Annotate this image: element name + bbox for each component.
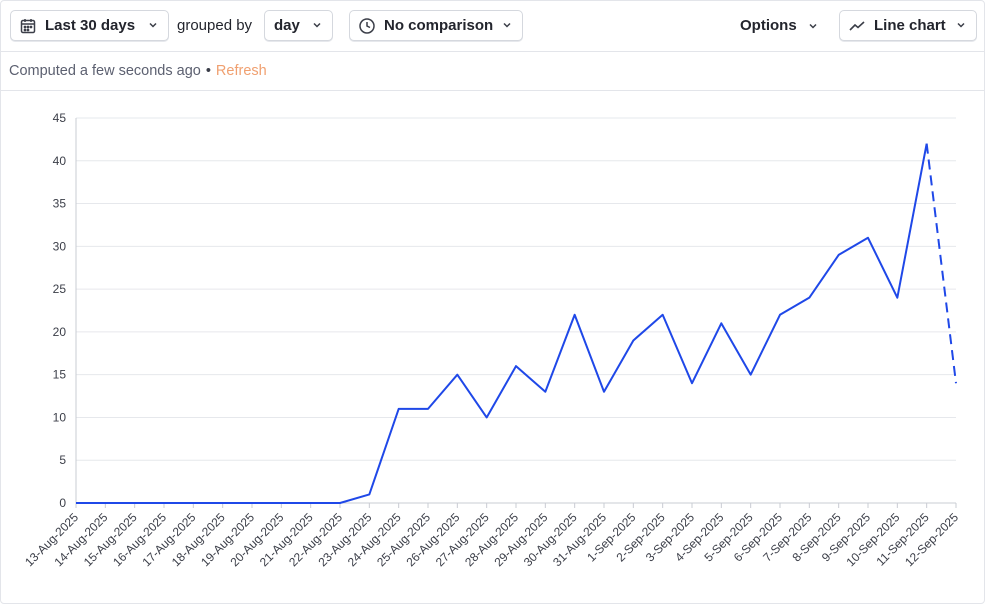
y-tick-label: 40 [53,154,67,168]
date-range-button[interactable]: Last 30 days [10,10,169,41]
chevron-down-icon [312,20,322,30]
y-tick-label: 30 [53,239,67,253]
computed-status: Computed a few seconds ago [9,63,201,79]
data-point[interactable] [451,369,463,381]
status-bar: Computed a few seconds ago • Refresh [1,52,984,91]
data-point[interactable] [803,292,815,304]
line-chart: 05101520253035404513-Aug-202514-Aug-2025… [22,111,962,569]
data-point[interactable] [715,317,727,329]
y-tick-label: 45 [53,111,67,125]
comparison-label: No comparison [384,17,494,34]
data-point[interactable] [539,386,551,398]
toolbar: Last 30 days grouped by day No compariso… [1,1,984,52]
chevron-down-icon [502,20,512,30]
separator: • [205,63,211,79]
data-point[interactable] [569,309,581,321]
y-tick-label: 20 [53,325,67,339]
series-line[interactable] [76,143,928,504]
data-point[interactable] [129,497,141,509]
data-point[interactable] [246,497,258,509]
calendar-icon [19,17,37,35]
data-point[interactable] [187,497,199,509]
line-chart-icon [848,17,866,35]
data-point[interactable] [481,411,493,423]
data-point[interactable] [217,497,229,509]
interval-select[interactable]: day [264,10,333,41]
chevron-down-icon [956,20,966,30]
options-button[interactable]: Options [740,10,822,41]
data-point[interactable] [334,497,346,509]
chart-type-button[interactable]: Line chart [839,10,977,41]
data-point[interactable] [99,497,111,509]
data-point[interactable] [598,386,610,398]
data-point[interactable] [627,334,639,346]
data-point[interactable] [745,369,757,381]
data-point[interactable] [686,377,698,389]
y-tick-label: 25 [53,282,67,296]
data-point[interactable] [921,138,933,150]
interval-label: day [274,17,300,34]
clock-icon [358,17,376,35]
data-point[interactable] [950,377,962,389]
chevron-down-icon [148,20,158,30]
y-tick-label: 15 [53,368,67,382]
data-point[interactable] [510,360,522,372]
chart-type-label: Line chart [874,17,946,34]
data-point[interactable] [275,497,287,509]
data-point[interactable] [833,249,845,261]
y-tick-label: 10 [53,410,67,424]
grouped-by-label: grouped by [177,17,253,34]
options-label: Options [740,17,797,34]
date-range-label: Last 30 days [45,17,136,34]
data-point[interactable] [657,309,669,321]
comparison-button[interactable]: No comparison [349,10,523,41]
data-point[interactable] [862,232,874,244]
refresh-link[interactable]: Refresh [215,63,267,79]
data-point[interactable] [891,292,903,304]
data-point[interactable] [363,488,375,500]
y-tick-label: 0 [59,496,66,510]
y-tick-label: 5 [59,453,66,467]
data-point[interactable] [393,403,405,415]
y-tick-label: 35 [53,197,67,211]
series-line-incomplete[interactable] [925,143,957,384]
data-point[interactable] [774,309,786,321]
data-point[interactable] [70,497,82,509]
chevron-down-icon [808,21,818,31]
data-point[interactable] [305,497,317,509]
data-point[interactable] [422,403,434,415]
data-point[interactable] [158,497,170,509]
